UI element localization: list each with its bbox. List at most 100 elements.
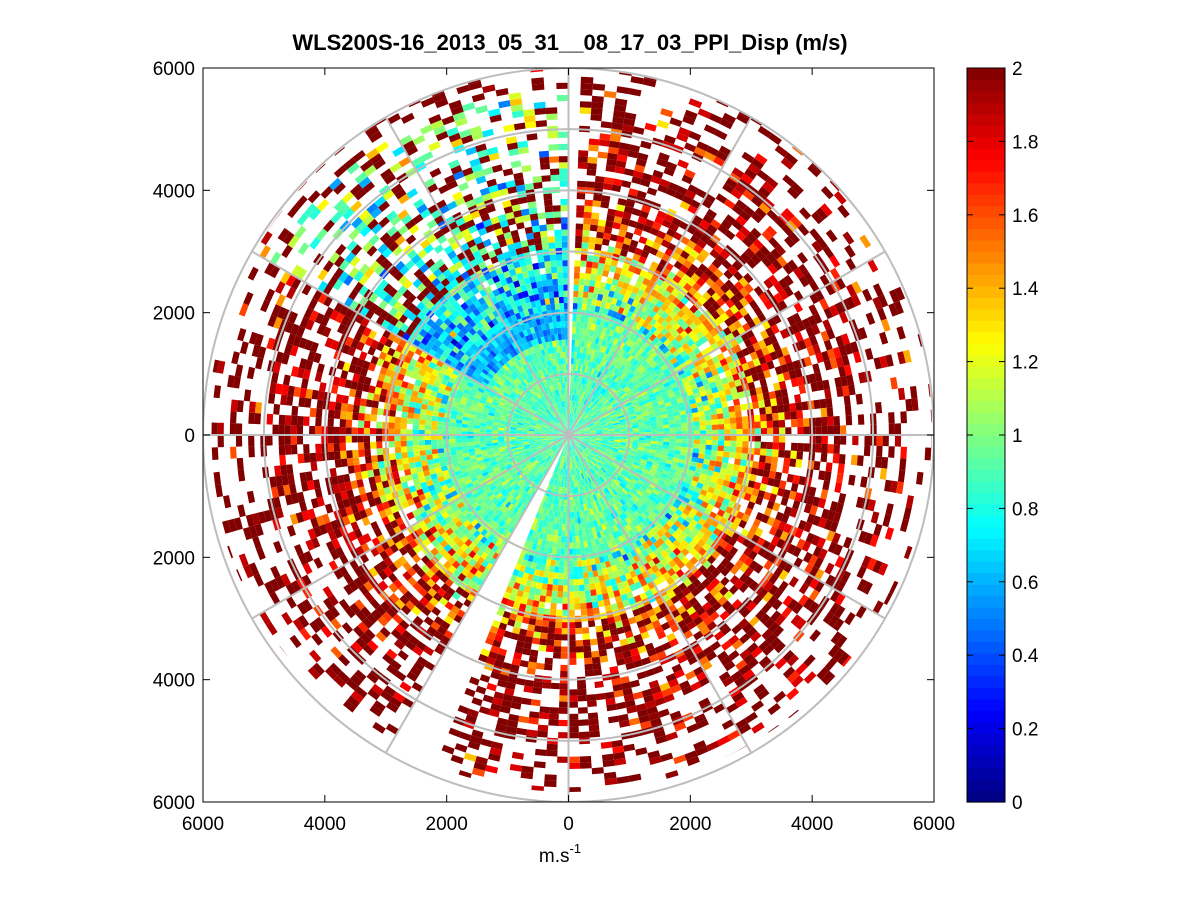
data-cell [522, 440, 529, 444]
data-cell [534, 438, 541, 441]
data-cell [549, 458, 554, 464]
data-cell [461, 442, 468, 447]
data-cell [579, 584, 585, 592]
data-cell [570, 394, 573, 401]
data-cell [577, 364, 581, 372]
data-cell [571, 358, 574, 365]
data-cell [552, 432, 559, 434]
data-cell [546, 279, 553, 286]
data-cell [563, 475, 566, 482]
data-cell [588, 454, 593, 460]
data-cell [581, 412, 586, 418]
data-cell [530, 446, 537, 451]
data-cell [406, 440, 413, 447]
data-cell [522, 426, 529, 430]
data-cell [537, 447, 544, 452]
data-cell [582, 378, 587, 385]
data-cell [571, 382, 574, 389]
data-cell [593, 407, 599, 413]
data-cell [591, 467, 596, 474]
data-cell [620, 426, 627, 430]
data-cell [431, 448, 439, 455]
data-cell [559, 560, 565, 567]
data-cell [718, 440, 725, 446]
data-cell [577, 566, 583, 573]
data-cell [562, 401, 565, 408]
data-cell [575, 536, 580, 543]
data-cell [596, 431, 603, 433]
data-cell [539, 449, 546, 455]
data-cell [611, 415, 618, 420]
data-cell [590, 433, 597, 435]
data-cell [502, 408, 509, 413]
data-cell [533, 394, 539, 401]
data-cell [534, 436, 541, 438]
data-cell [574, 462, 577, 469]
data-cell [600, 446, 607, 451]
data-cell [467, 427, 474, 432]
data-cell [551, 445, 557, 450]
data-cell [594, 444, 601, 448]
data-cell [559, 303, 565, 310]
data-cell [512, 474, 519, 481]
data-cell [589, 441, 596, 444]
data-cell [590, 438, 597, 440]
data-cell [716, 450, 724, 457]
data-cell [479, 425, 487, 430]
data-cell [570, 463, 573, 470]
data-cell [543, 608, 551, 616]
data-cell [573, 566, 579, 574]
data-cell [561, 382, 564, 389]
data-cell [608, 428, 615, 431]
data-cell [604, 471, 611, 478]
data-cell [546, 483, 551, 491]
data-cell [600, 445, 607, 449]
data-cell [613, 420, 620, 424]
data-cell [521, 483, 527, 490]
data-cell [582, 472, 586, 479]
data-cell [534, 386, 540, 393]
data-cell [553, 291, 559, 298]
data-cell [524, 420, 531, 424]
plot-area: 6000 4000 2000 0 2000 4000 6000 60004000200002… [153, 59, 955, 835]
data-cell [624, 387, 631, 394]
data-cell [539, 369, 545, 376]
data-cell [578, 578, 585, 586]
data-cell [532, 405, 538, 411]
data-cell [553, 365, 558, 372]
data-cell [573, 572, 579, 580]
data-cell [419, 419, 426, 425]
data-cell [578, 418, 584, 424]
data-cell [555, 417, 560, 423]
data-cell [578, 402, 582, 409]
data-cell [418, 440, 426, 446]
data-cell [548, 441, 555, 445]
data-cell [545, 386, 550, 394]
data-cell [558, 499, 562, 506]
data-cell [741, 416, 749, 423]
data-cell [541, 428, 548, 431]
data-cell [609, 465, 616, 472]
data-cell [620, 430, 627, 434]
data-cell [518, 462, 526, 468]
data-cell [577, 430, 584, 433]
data-cell [552, 452, 557, 459]
data-cell [590, 438, 597, 441]
data-cell [571, 436, 578, 439]
data-cell [497, 437, 505, 440]
data-cell [584, 478, 589, 485]
data-cell [553, 572, 559, 579]
data-cell [722, 412, 730, 419]
data-cell [569, 425, 571, 432]
data-cell [546, 436, 553, 438]
data-cell [516, 425, 523, 429]
data-cell [389, 409, 396, 417]
data-cell [583, 458, 588, 464]
data-cell [511, 447, 519, 452]
data-cell [562, 511, 566, 519]
data-cell [512, 414, 520, 419]
data-cell [556, 441, 561, 446]
data-cell [555, 402, 559, 409]
data-cell [541, 413, 547, 418]
data-cell [591, 405, 597, 411]
